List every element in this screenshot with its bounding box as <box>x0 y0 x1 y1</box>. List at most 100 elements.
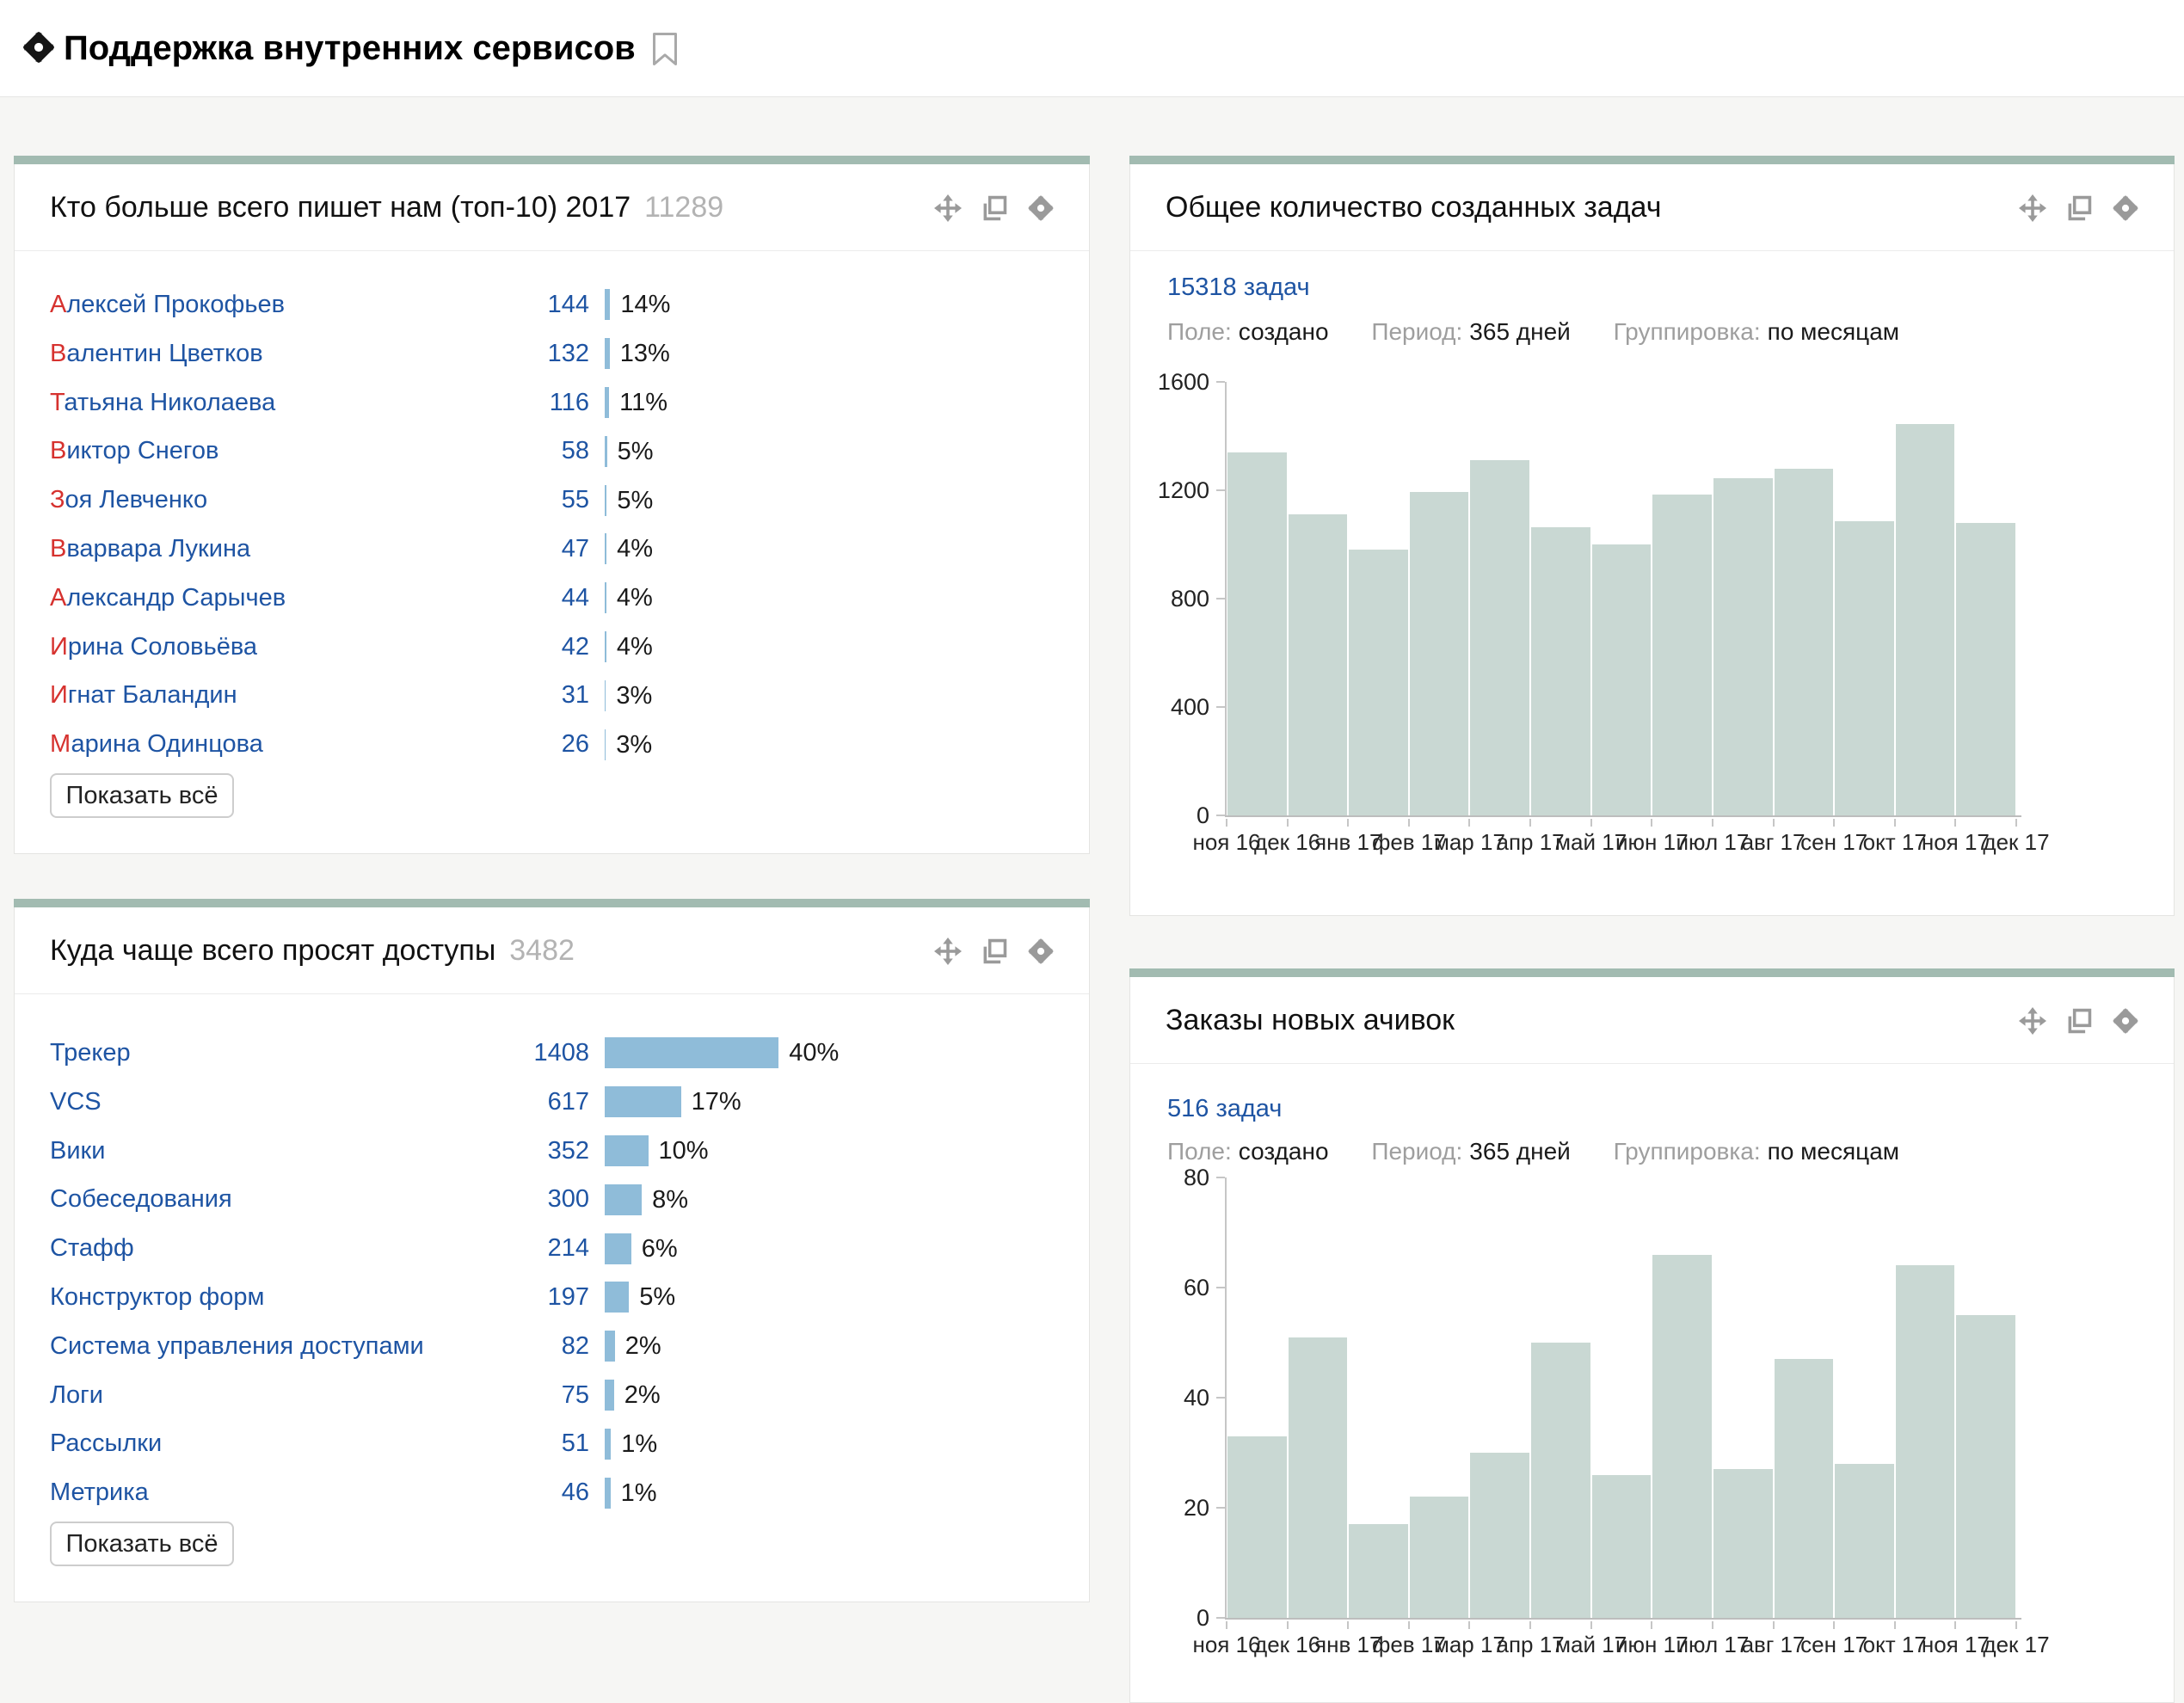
row-link[interactable]: Валентин Цветков <box>50 339 263 367</box>
gear-icon[interactable] <box>1027 194 1055 222</box>
row-count-link[interactable]: 42 <box>561 632 589 661</box>
gear-icon[interactable] <box>2112 194 2139 222</box>
move-icon[interactable] <box>2019 1006 2046 1035</box>
row-link[interactable]: Логи <box>50 1380 103 1409</box>
bookmark-icon[interactable] <box>652 31 678 71</box>
x-axis-tick-label: фев 17 <box>1371 829 1446 855</box>
row-count-link[interactable]: 51 <box>561 1429 589 1458</box>
row-link[interactable]: Конструктор форм <box>50 1282 265 1311</box>
row-link[interactable]: Система управления доступами <box>50 1331 424 1360</box>
copy-icon[interactable] <box>2065 1007 2093 1035</box>
percent-label: 11% <box>619 388 668 416</box>
row-count-link[interactable]: 26 <box>561 730 589 759</box>
row-meter: 2% <box>605 1379 661 1411</box>
row-link[interactable]: Виктор Снегов <box>50 437 219 465</box>
row-link[interactable]: VCS <box>50 1087 102 1116</box>
list-item: Собеседования 300 8% <box>15 1175 1089 1224</box>
access-requests-list: Трекер 1408 40% VCS 617 17% Вики 352 10% Собеседо… <box>15 1029 1089 1517</box>
list-item: Метрика 46 1% <box>15 1468 1089 1517</box>
task-count-link[interactable]: 15318 задач <box>1167 274 1310 301</box>
row-link[interactable]: Алексей Прокофьев <box>50 291 286 318</box>
widget-header: Кто больше всего пишет нам (топ-10) 2017… <box>15 164 1089 251</box>
task-count-link[interactable]: 516 задач <box>1167 1095 1283 1122</box>
row-count-link[interactable]: 132 <box>547 339 589 367</box>
row-link[interactable]: Метрика <box>50 1479 149 1507</box>
row-count-link[interactable]: 197 <box>547 1282 589 1311</box>
copy-icon[interactable] <box>981 194 1008 222</box>
x-axis-tick <box>1833 1621 1836 1629</box>
chart-bar <box>1591 1474 1652 1618</box>
meta-value: по месяцам <box>1767 1138 1900 1165</box>
copy-icon[interactable] <box>981 938 1008 965</box>
y-axis-tick <box>1216 1507 1225 1509</box>
list-item: Виктор Снегов 58 5% <box>15 427 1089 476</box>
row-link[interactable]: Марина Одинцова <box>50 730 263 759</box>
percent-bar <box>605 582 606 614</box>
row-link[interactable]: Игнат Баландин <box>50 681 237 710</box>
row-link[interactable]: Вварвара Лукина <box>50 534 251 563</box>
percent-bar <box>605 1331 615 1362</box>
x-axis-tick-label: авг 17 <box>1741 829 1806 855</box>
x-axis-tick-label: июн 17 <box>1615 829 1689 855</box>
percent-label: 4% <box>616 584 653 612</box>
row-count-link[interactable]: 75 <box>561 1380 589 1409</box>
row-count-link[interactable]: 1408 <box>533 1039 589 1067</box>
row-count-link[interactable]: 352 <box>547 1136 589 1165</box>
show-all-button[interactable]: Показать всё <box>50 773 234 818</box>
row-count-link[interactable]: 116 <box>549 388 589 416</box>
row-link[interactable]: Александр Сарычев <box>50 583 286 612</box>
chart-bar <box>1956 523 2015 815</box>
list-item: Конструктор форм 197 5% <box>15 1273 1089 1322</box>
gear-icon[interactable] <box>2112 1007 2139 1035</box>
row-count-link[interactable]: 44 <box>561 583 589 612</box>
percent-bar <box>605 1477 611 1509</box>
row-count-link[interactable]: 300 <box>547 1185 589 1214</box>
row-meter: 4% <box>605 533 653 565</box>
percent-bar <box>605 338 610 370</box>
row-count-link[interactable]: 31 <box>561 681 589 710</box>
x-axis-tick-label: янв 17 <box>1314 829 1382 855</box>
row-count-link[interactable]: 46 <box>561 1479 589 1507</box>
x-axis-tick <box>1711 819 1713 827</box>
move-icon[interactable] <box>934 937 962 965</box>
move-icon[interactable] <box>934 194 962 222</box>
row-count-link[interactable]: 144 <box>547 291 589 318</box>
gear-icon[interactable] <box>1027 938 1055 965</box>
meta-value: создано <box>1238 318 1329 345</box>
row-meter: 4% <box>605 630 653 662</box>
row-count-link[interactable]: 47 <box>561 534 589 563</box>
meta-value: создано <box>1238 1138 1329 1165</box>
row-link[interactable]: Татьяна Николаева <box>50 388 276 416</box>
row-meter: 8% <box>605 1183 688 1215</box>
chart-bar <box>1713 477 1773 815</box>
chart-bar <box>1591 544 1652 815</box>
row-count-link[interactable]: 214 <box>547 1234 589 1263</box>
x-axis-tick <box>1772 1621 1775 1629</box>
row-link[interactable]: Вики <box>50 1136 106 1165</box>
list-item: Алексей Прокофьев 144 14% <box>15 280 1089 329</box>
row-link[interactable]: Рассылки <box>50 1429 163 1458</box>
x-axis-tick <box>1893 819 1896 827</box>
settings-gear-icon[interactable] <box>22 30 56 69</box>
row-count-link[interactable]: 617 <box>547 1087 589 1116</box>
show-all-button[interactable]: Показать всё <box>50 1522 234 1566</box>
x-axis-tick <box>1468 1621 1471 1629</box>
row-count-link[interactable]: 58 <box>561 437 589 465</box>
row-link[interactable]: Ирина Соловьёва <box>50 632 258 661</box>
move-icon[interactable] <box>2019 194 2046 222</box>
percent-bar <box>605 679 606 711</box>
row-link[interactable]: Стафф <box>50 1234 134 1263</box>
row-count-link[interactable]: 82 <box>561 1331 589 1360</box>
x-axis-tick <box>1711 1621 1713 1629</box>
percent-label: 1% <box>621 1429 658 1458</box>
row-count-link[interactable]: 55 <box>561 486 589 514</box>
list-item: Ирина Соловьёва 42 4% <box>15 623 1089 672</box>
y-axis-tick-label: 1200 <box>1157 477 1209 503</box>
copy-icon[interactable] <box>2065 194 2093 222</box>
row-link[interactable]: Трекер <box>50 1039 131 1067</box>
row-link[interactable]: Зоя Левченко <box>50 486 208 514</box>
x-axis-tick <box>1772 819 1775 827</box>
row-meter: 3% <box>605 679 652 711</box>
x-axis-line <box>1225 1618 2021 1620</box>
row-link[interactable]: Собеседования <box>50 1185 232 1214</box>
